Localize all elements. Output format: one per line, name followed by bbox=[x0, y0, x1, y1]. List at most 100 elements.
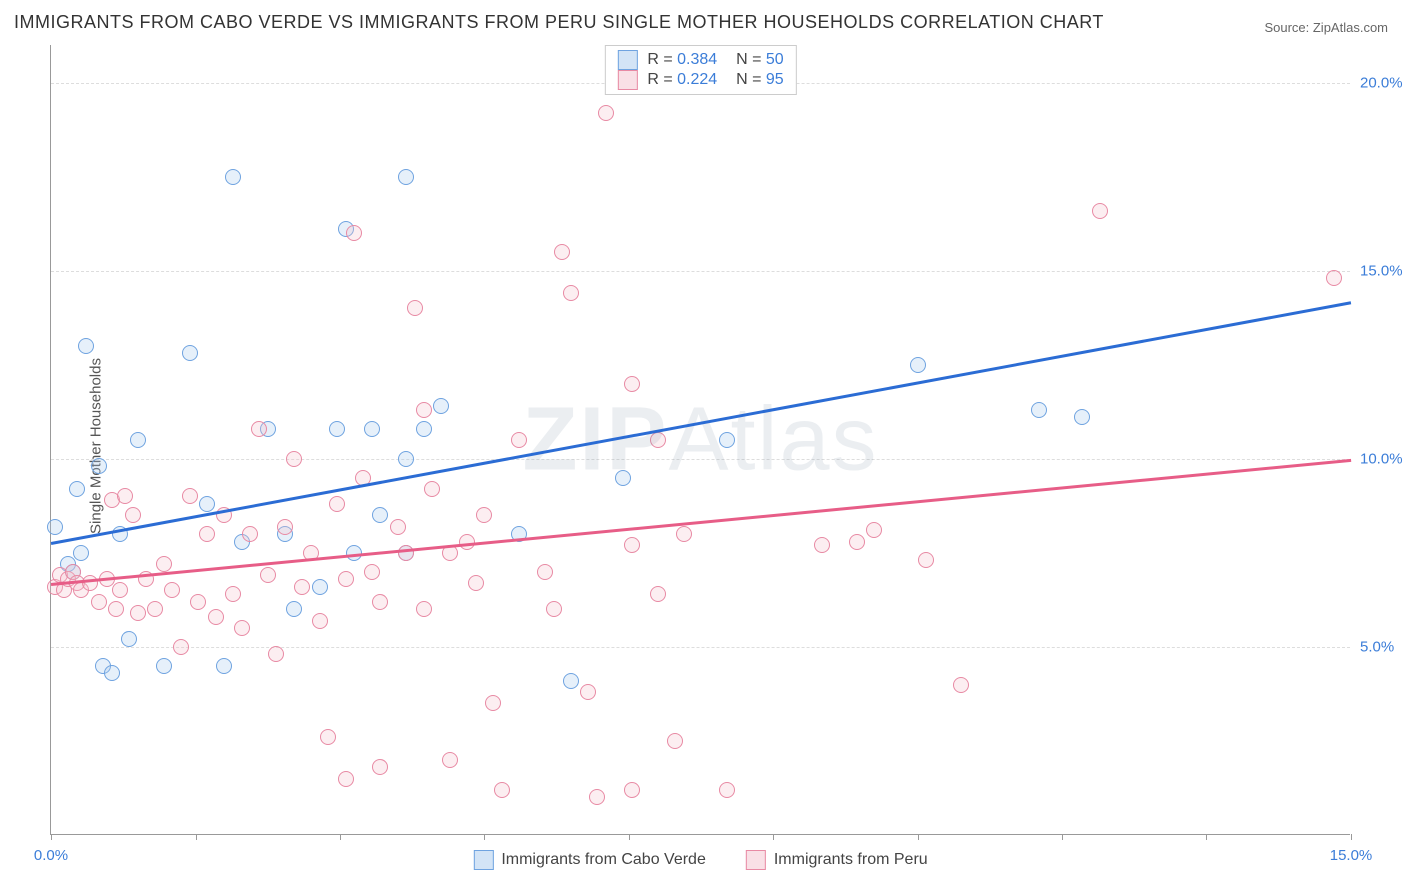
x-tick bbox=[484, 834, 485, 840]
y-tick-label: 20.0% bbox=[1360, 74, 1406, 91]
data-point bbox=[173, 639, 189, 655]
data-point bbox=[130, 605, 146, 621]
legend-stat-row: R = 0.384 N = 50 bbox=[617, 50, 783, 70]
data-point bbox=[312, 613, 328, 629]
x-tick bbox=[1351, 834, 1352, 840]
data-point bbox=[537, 564, 553, 580]
x-tick bbox=[196, 834, 197, 840]
data-point bbox=[667, 733, 683, 749]
data-point bbox=[953, 677, 969, 693]
data-point bbox=[268, 646, 284, 662]
data-point bbox=[286, 601, 302, 617]
trendline bbox=[51, 459, 1351, 586]
data-point bbox=[112, 582, 128, 598]
x-tick-label: 0.0% bbox=[34, 847, 68, 864]
data-point bbox=[814, 537, 830, 553]
data-point bbox=[624, 537, 640, 553]
data-point bbox=[91, 458, 107, 474]
data-point bbox=[1031, 402, 1047, 418]
data-point bbox=[91, 594, 107, 610]
data-point bbox=[416, 421, 432, 437]
data-point bbox=[156, 658, 172, 674]
legend-label: Immigrants from Peru bbox=[774, 851, 928, 869]
data-point bbox=[364, 564, 380, 580]
data-point bbox=[251, 421, 267, 437]
data-point bbox=[390, 519, 406, 535]
data-point bbox=[242, 526, 258, 542]
data-point bbox=[580, 684, 596, 700]
source-label: Source: ZipAtlas.com bbox=[1264, 20, 1388, 35]
data-point bbox=[416, 601, 432, 617]
data-point bbox=[468, 575, 484, 591]
data-point bbox=[1326, 270, 1342, 286]
data-point bbox=[182, 488, 198, 504]
data-point bbox=[108, 601, 124, 617]
y-tick-label: 5.0% bbox=[1360, 638, 1406, 655]
data-point bbox=[117, 488, 133, 504]
legend-label: Immigrants from Cabo Verde bbox=[501, 851, 706, 869]
x-tick bbox=[340, 834, 341, 840]
data-point bbox=[329, 421, 345, 437]
data-point bbox=[294, 579, 310, 595]
data-point bbox=[82, 575, 98, 591]
data-point bbox=[104, 665, 120, 681]
watermark: ZIPAtlas bbox=[522, 388, 878, 491]
data-point bbox=[346, 225, 362, 241]
data-point bbox=[650, 432, 666, 448]
legend-swatch bbox=[746, 850, 766, 870]
data-point bbox=[546, 601, 562, 617]
data-point bbox=[719, 432, 735, 448]
data-point bbox=[650, 586, 666, 602]
data-point bbox=[372, 507, 388, 523]
data-point bbox=[199, 496, 215, 512]
data-point bbox=[199, 526, 215, 542]
data-point bbox=[416, 402, 432, 418]
legend-item: Immigrants from Cabo Verde bbox=[473, 850, 706, 870]
data-point bbox=[918, 552, 934, 568]
data-point bbox=[476, 507, 492, 523]
data-point bbox=[130, 432, 146, 448]
data-point bbox=[190, 594, 206, 610]
y-tick-label: 10.0% bbox=[1360, 450, 1406, 467]
data-point bbox=[277, 519, 293, 535]
data-point bbox=[624, 376, 640, 392]
data-point bbox=[398, 169, 414, 185]
data-point bbox=[338, 571, 354, 587]
data-point bbox=[554, 244, 570, 260]
data-point bbox=[1092, 203, 1108, 219]
data-point bbox=[485, 695, 501, 711]
legend-swatch bbox=[617, 70, 637, 90]
chart-title: IMMIGRANTS FROM CABO VERDE VS IMMIGRANTS… bbox=[14, 12, 1104, 33]
data-point bbox=[78, 338, 94, 354]
data-point bbox=[676, 526, 692, 542]
data-point bbox=[598, 105, 614, 121]
data-point bbox=[216, 658, 232, 674]
data-point bbox=[182, 345, 198, 361]
legend-stat-row: R = 0.224 N = 95 bbox=[617, 70, 783, 90]
gridline bbox=[51, 271, 1350, 272]
data-point bbox=[225, 169, 241, 185]
legend-stats: R = 0.384 N = 50R = 0.224 N = 95 bbox=[604, 45, 796, 95]
data-point bbox=[73, 545, 89, 561]
x-tick bbox=[51, 834, 52, 840]
y-tick-label: 15.0% bbox=[1360, 262, 1406, 279]
data-point bbox=[164, 582, 180, 598]
data-point bbox=[494, 782, 510, 798]
data-point bbox=[121, 631, 137, 647]
data-point bbox=[156, 556, 172, 572]
data-point bbox=[910, 357, 926, 373]
data-point bbox=[407, 300, 423, 316]
data-point bbox=[372, 759, 388, 775]
data-point bbox=[234, 620, 250, 636]
data-point bbox=[511, 432, 527, 448]
data-point bbox=[424, 481, 440, 497]
data-point bbox=[433, 398, 449, 414]
data-point bbox=[398, 451, 414, 467]
data-point bbox=[286, 451, 302, 467]
x-tick-label: 15.0% bbox=[1330, 847, 1373, 864]
gridline bbox=[51, 459, 1350, 460]
legend-swatch bbox=[617, 50, 637, 70]
legend-swatch bbox=[473, 850, 493, 870]
data-point bbox=[338, 771, 354, 787]
x-tick bbox=[773, 834, 774, 840]
